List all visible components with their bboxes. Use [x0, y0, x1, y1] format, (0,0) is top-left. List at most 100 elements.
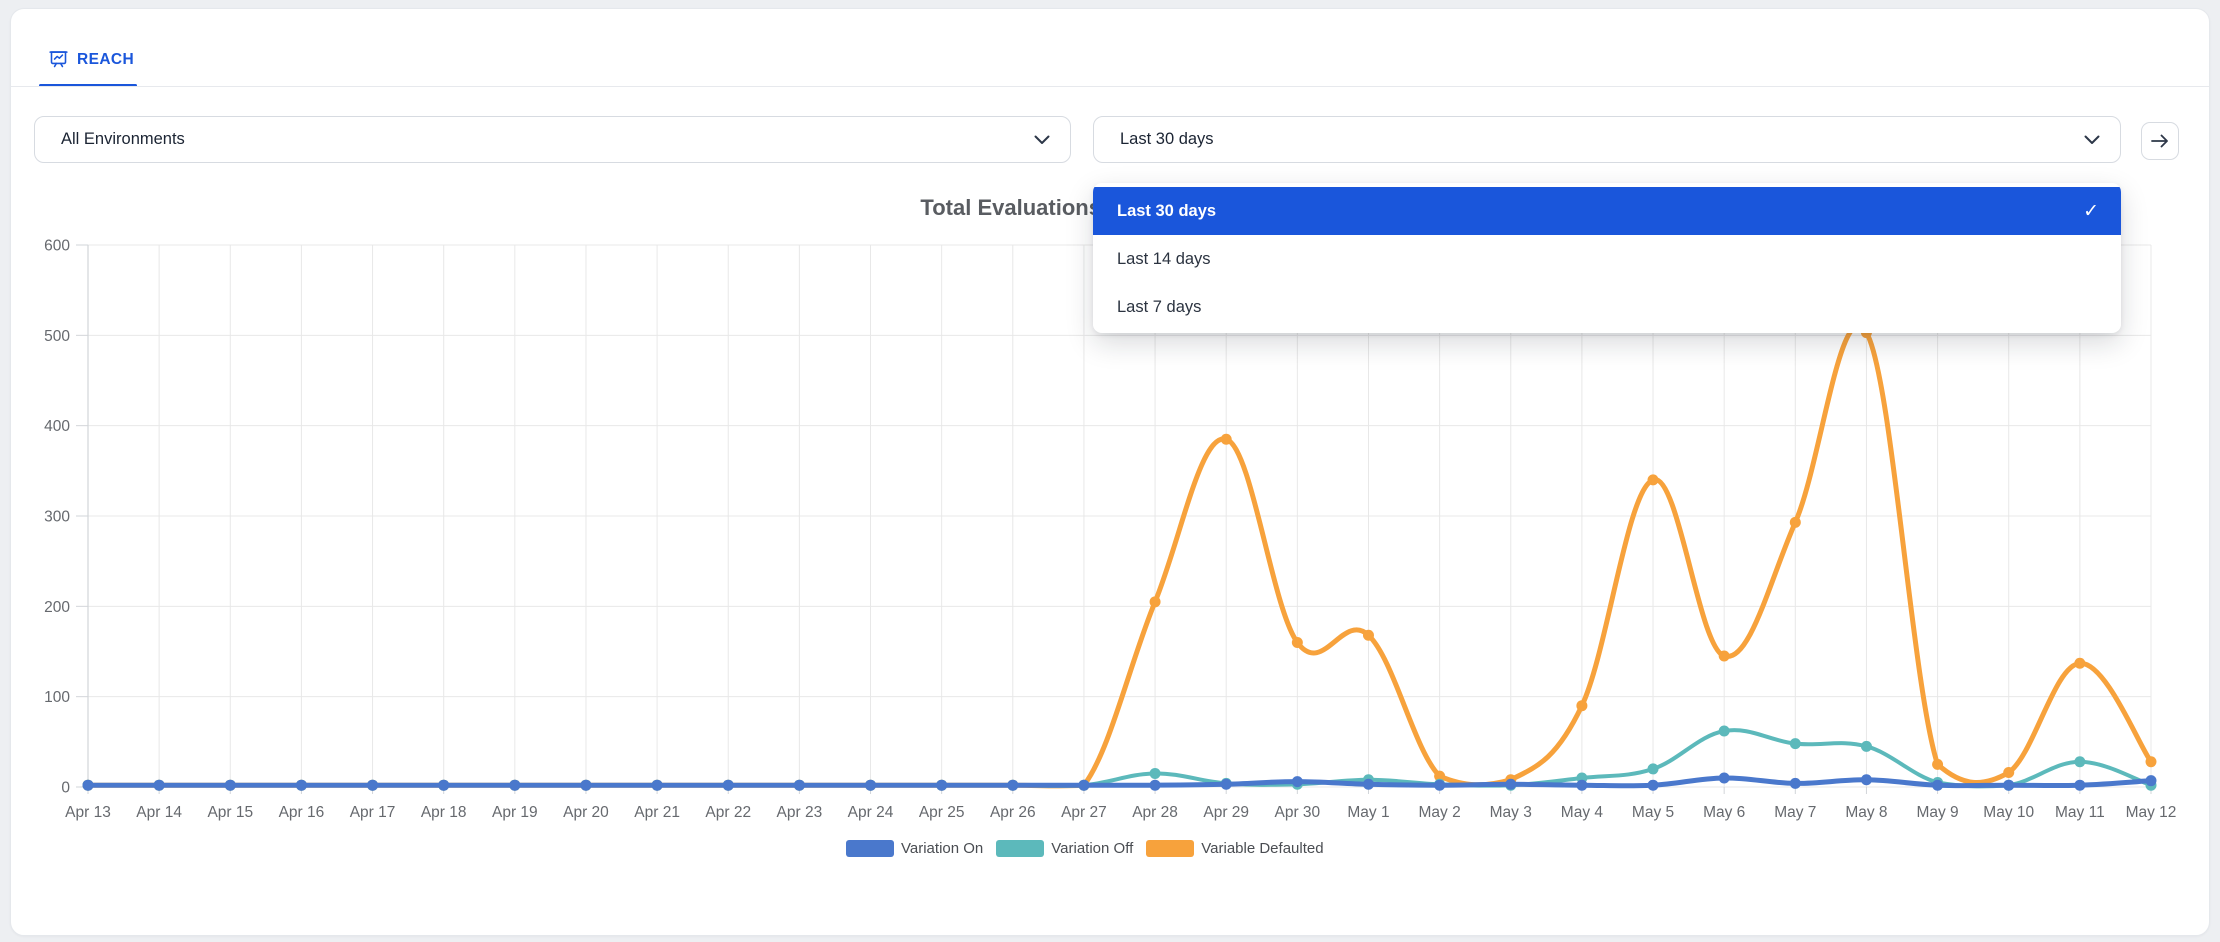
- x-axis-label: Apr 16: [279, 804, 325, 821]
- data-point-variation-on: [509, 779, 521, 791]
- x-axis-label: May 3: [1490, 804, 1532, 821]
- data-point-variation-on: [936, 779, 948, 791]
- legend-item-variable-defaulted[interactable]: Variable Defaulted: [1146, 840, 1324, 857]
- menu-option-label: Last 30 days: [1117, 201, 1217, 220]
- data-point-variable-defaulted: [1576, 700, 1588, 712]
- x-axis-label: May 10: [1983, 804, 2034, 821]
- data-point-variation-on: [153, 779, 165, 791]
- data-point-variation-on: [580, 779, 592, 791]
- x-axis-label: Apr 13: [65, 804, 111, 821]
- check-icon: ✓: [2083, 200, 2099, 222]
- date-range-menu: Last 30 days ✓ Last 14 days Last 7 days: [1093, 183, 2121, 333]
- x-axis-label: Apr 30: [1275, 804, 1321, 821]
- y-axis-label: 500: [44, 328, 70, 345]
- tab-reach[interactable]: REACH: [48, 49, 134, 70]
- data-point-variation-off: [1149, 767, 1161, 779]
- chevron-down-icon: [2084, 135, 2100, 144]
- data-point-variation-on: [1007, 779, 1019, 791]
- legend-item-variation-off[interactable]: Variation Off: [996, 840, 1133, 857]
- data-point-variation-on: [865, 779, 877, 791]
- reach-panel-card: REACH All Environments Last 30 days Tota…: [10, 8, 2210, 936]
- data-point-variable-defaulted: [1149, 596, 1161, 608]
- data-point-variation-on: [1434, 779, 1446, 791]
- x-axis-label: Apr 25: [919, 804, 965, 821]
- data-point-variable-defaulted: [1647, 474, 1659, 486]
- x-axis-label: May 12: [2126, 804, 2177, 821]
- x-axis-label: Apr 19: [492, 804, 538, 821]
- x-axis-label: May 5: [1632, 804, 1674, 821]
- data-point-variation-off: [1647, 763, 1659, 775]
- x-axis-label: May 7: [1774, 804, 1816, 821]
- legend-swatch-variation-on: [846, 840, 894, 857]
- x-axis-label: May 1: [1347, 804, 1389, 821]
- data-point-variation-on: [1220, 778, 1232, 790]
- data-point-variable-defaulted: [1932, 758, 1944, 770]
- x-axis-label: Apr 21: [634, 804, 680, 821]
- data-point-variation-on: [1576, 779, 1588, 791]
- x-axis-label: Apr 26: [990, 804, 1036, 821]
- data-point-variation-on: [1647, 779, 1659, 791]
- data-point-variable-defaulted: [1789, 516, 1801, 528]
- data-point-variation-off: [1718, 725, 1730, 737]
- x-axis-label: Apr 22: [705, 804, 751, 821]
- data-point-variable-defaulted: [1291, 636, 1303, 648]
- y-axis-label: 100: [44, 689, 70, 706]
- tab-divider: [11, 86, 2209, 87]
- data-point-variation-off: [1860, 740, 1872, 752]
- data-point-variable-defaulted: [1434, 770, 1446, 782]
- y-axis-label: 200: [44, 599, 70, 616]
- data-point-variable-defaulted: [2145, 756, 2157, 768]
- y-axis-label: 400: [44, 418, 70, 435]
- x-axis-label: May 9: [1916, 804, 1958, 821]
- y-axis-label: 0: [61, 780, 70, 797]
- environment-select[interactable]: All Environments: [34, 116, 1071, 163]
- data-point-variation-on: [1362, 778, 1374, 790]
- data-point-variable-defaulted: [2074, 657, 2086, 669]
- data-point-variation-on: [82, 779, 94, 791]
- x-axis-label: Apr 27: [1061, 804, 1107, 821]
- data-point-variation-on: [1718, 772, 1730, 784]
- date-range-select[interactable]: Last 30 days: [1093, 116, 2121, 163]
- data-point-variation-on: [2074, 779, 2086, 791]
- data-point-variation-off: [2074, 756, 2086, 768]
- menu-option-last-14-days[interactable]: Last 14 days: [1093, 235, 2121, 283]
- x-axis-label: May 8: [1845, 804, 1887, 821]
- data-point-variable-defaulted: [1220, 433, 1232, 445]
- data-point-variation-on: [367, 779, 379, 791]
- environment-select-value: All Environments: [61, 130, 185, 148]
- data-point-variable-defaulted: [2003, 767, 2015, 779]
- legend-label: Variation On: [901, 840, 984, 857]
- data-point-variation-on: [1078, 779, 1090, 791]
- x-axis-label: May 4: [1561, 804, 1604, 821]
- legend-label: Variation Off: [1051, 840, 1134, 857]
- data-point-variation-on: [1932, 779, 1944, 791]
- x-axis-label: Apr 15: [207, 804, 253, 821]
- data-point-variable-defaulted: [1362, 629, 1374, 641]
- menu-option-label: Last 14 days: [1117, 249, 1211, 268]
- x-axis-label: Apr 28: [1132, 804, 1178, 821]
- menu-option-label: Last 7 days: [1117, 297, 1202, 316]
- data-point-variation-on: [793, 779, 805, 791]
- data-point-variation-on: [1149, 779, 1161, 791]
- x-axis-label: May 2: [1419, 804, 1461, 821]
- menu-option-last-7-days[interactable]: Last 7 days: [1093, 283, 2121, 331]
- data-point-variation-on: [438, 779, 450, 791]
- data-point-variation-on: [651, 779, 663, 791]
- tab-reach-label: REACH: [77, 50, 135, 68]
- data-point-variation-on: [2003, 779, 2015, 791]
- data-point-variation-on: [224, 779, 236, 791]
- active-tab-underline: [39, 84, 137, 87]
- data-point-variation-on: [1860, 774, 1872, 786]
- series-line-variable-defaulted: [85, 323, 2154, 789]
- x-axis-label: Apr 18: [421, 804, 467, 821]
- apply-filters-button[interactable]: [2141, 122, 2179, 160]
- legend-item-variation-on[interactable]: Variation On: [846, 840, 983, 857]
- x-axis-label: Apr 14: [136, 804, 182, 821]
- menu-option-last-30-days[interactable]: Last 30 days ✓: [1093, 187, 2121, 235]
- arrow-right-icon: [2151, 134, 2168, 148]
- evaluations-line-chart: 0 100 200 300 400 500 600 Apr 13 Apr 14 Apr 15 Apr…: [44, 238, 2177, 822]
- legend-swatch-variation-off: [996, 840, 1045, 857]
- y-axis-label: 600: [44, 238, 70, 255]
- data-point-variation-on: [295, 779, 307, 791]
- x-axis-label: May 6: [1703, 804, 1745, 821]
